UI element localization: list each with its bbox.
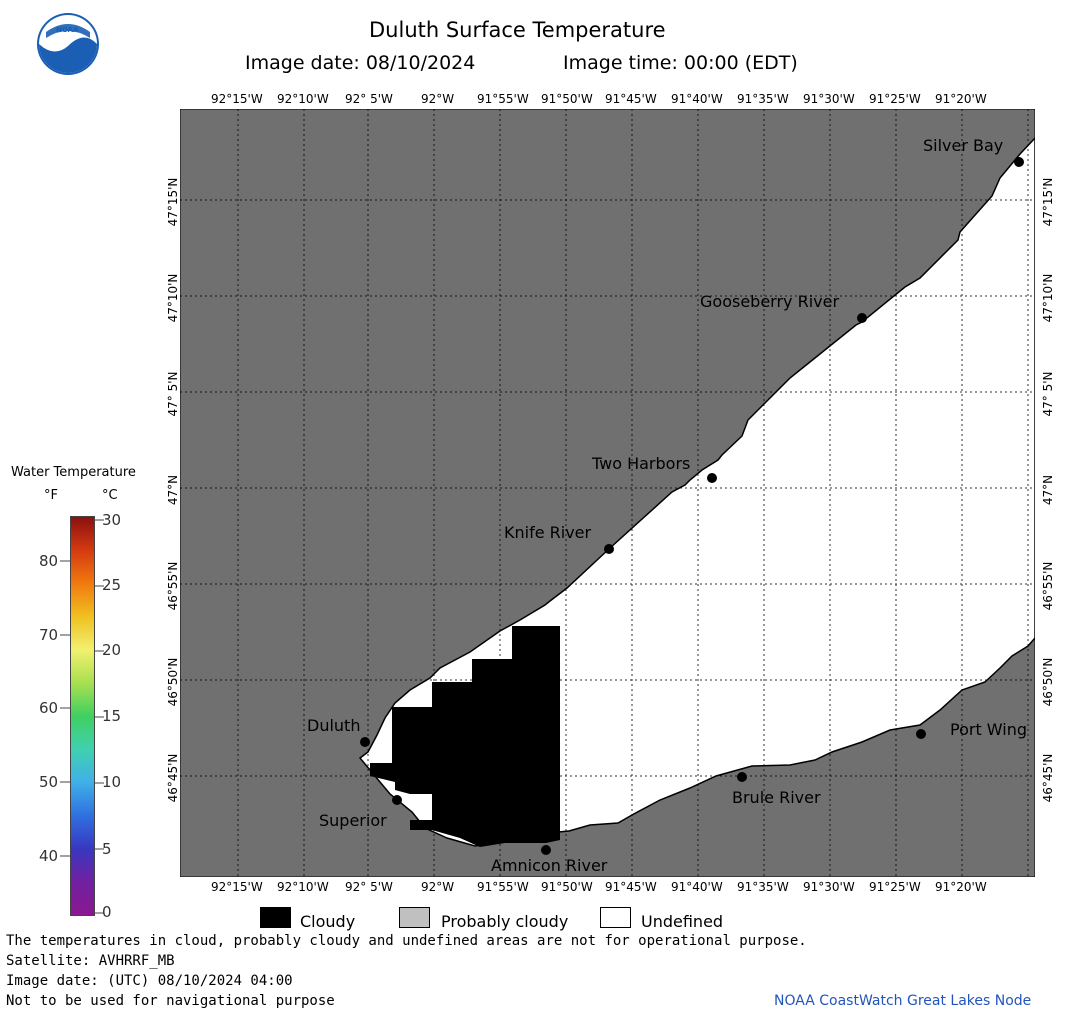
place-label-brule-river: Brule River: [732, 788, 821, 807]
lat-label: 46°55'N: [1041, 561, 1055, 611]
colorbar-c-tick: 20: [102, 641, 122, 659]
lat-label: 47°15'N: [166, 177, 180, 227]
lat-label: 46°45'N: [166, 753, 180, 803]
lon-label: 92°15'W: [211, 880, 263, 894]
lon-label: 92°15'W: [211, 92, 263, 106]
lat-label: 47°N: [1041, 474, 1055, 506]
colorbar-f-tick: 60: [39, 699, 59, 717]
place-label-amnicon-river: Amnicon River: [491, 856, 608, 875]
footer-disclaimer: The temperatures in cloud, probably clou…: [6, 933, 807, 949]
image-date: Image date: 08/10/2024: [245, 52, 476, 74]
noaa-logo-text: NOAA: [56, 26, 79, 34]
legend-label-cloudy: Cloudy: [300, 912, 356, 931]
lon-label: 91°40'W: [671, 880, 723, 894]
colorbar-f-tick: 40: [39, 847, 59, 865]
lon-label: 91°40'W: [671, 92, 723, 106]
map-title: Duluth Surface Temperature: [369, 18, 666, 42]
lat-label: 47° 5'N: [1041, 371, 1055, 417]
colorbar-unit-c: °C: [102, 488, 118, 503]
colorbar-ticks: [60, 519, 104, 914]
legend-label-probably-cloudy: Probably cloudy: [441, 912, 569, 931]
place-label-knife-river: Knife River: [504, 523, 592, 542]
noaa-logo: NOAA: [36, 12, 100, 76]
colorbar-c-tick: 30: [102, 511, 122, 529]
lon-label: 91°50'W: [541, 880, 593, 894]
lat-label: 47°15'N: [1041, 177, 1055, 227]
map-panel: [180, 109, 1035, 877]
lat-label: 46°45'N: [1041, 753, 1055, 803]
place-label-superior: Superior: [319, 811, 387, 830]
colorbar-c-tick: 10: [102, 773, 122, 791]
place-label-two-harbors: Two Harbors: [592, 454, 691, 473]
image-time: Image time: 00:00 (EDT): [563, 52, 798, 74]
marker-silver-bay: [1014, 157, 1024, 167]
lat-label: 46°55'N: [166, 561, 180, 611]
lon-label: 91°45'W: [605, 92, 657, 106]
colorbar-f-tick: 70: [39, 626, 59, 644]
place-markers: [360, 157, 1024, 855]
lon-label: 91°25'W: [869, 92, 921, 106]
lon-label: 92° 5'W: [345, 880, 393, 894]
colorbar-f-tick: 50: [39, 773, 59, 791]
lat-label: 47°10'N: [1041, 273, 1055, 323]
colorbar-c-tick: 25: [102, 576, 122, 594]
colorbar-gradient: [70, 516, 95, 916]
legend-swatch-probably-cloudy: [399, 907, 430, 928]
lon-label: 91°30'W: [803, 92, 855, 106]
colorbar-c-tick: 15: [102, 707, 122, 725]
colorbar-unit-f: °F: [44, 488, 58, 503]
colorbar-title: Water Temperature: [11, 465, 136, 480]
footer-satellite: Satellite: AVHRRF_MB: [6, 953, 175, 969]
marker-amnicon-river: [541, 845, 551, 855]
noaa-logo-icon: [37, 13, 99, 75]
lon-label: 91°25'W: [869, 880, 921, 894]
colorbar-c-tick: 0: [102, 903, 112, 921]
lon-label: 92°W: [421, 92, 455, 106]
legend-swatch-cloudy: [260, 907, 291, 928]
marker-brule-river: [737, 772, 747, 782]
lon-label: 91°55'W: [477, 880, 529, 894]
lon-label: 92° 5'W: [345, 92, 393, 106]
lat-label: 46°50'N: [166, 657, 180, 707]
lon-label: 91°30'W: [803, 880, 855, 894]
lon-label: 91°50'W: [541, 92, 593, 106]
lon-label: 92°W: [421, 880, 455, 894]
lon-label: 91°35'W: [737, 880, 789, 894]
lon-label: 91°45'W: [605, 880, 657, 894]
lat-label: 47°10'N: [166, 273, 180, 323]
lat-label: 47° 5'N: [166, 371, 180, 417]
place-label-duluth: Duluth: [307, 716, 361, 735]
lon-label: 91°20'W: [935, 880, 987, 894]
colorbar-f-tick: 80: [39, 552, 59, 570]
marker-two-harbors: [707, 473, 717, 483]
marker-port-wing: [916, 729, 926, 739]
lon-label: 91°55'W: [477, 92, 529, 106]
lon-label: 91°35'W: [737, 92, 789, 106]
footer-credit: NOAA CoastWatch Great Lakes Node: [774, 993, 1032, 1009]
marker-duluth: [360, 737, 370, 747]
footer-navigation-warning: Not to be used for navigational purpose: [6, 993, 335, 1009]
place-label-port-wing: Port Wing: [950, 720, 1028, 739]
lon-label: 92°10'W: [277, 92, 329, 106]
place-label-gooseberry-river: Gooseberry River: [700, 292, 840, 311]
map-grid: [180, 109, 1035, 877]
place-label-silver-bay: Silver Bay: [923, 136, 1004, 155]
footer-image-date-utc: Image date: (UTC) 08/10/2024 04:00: [6, 973, 293, 989]
marker-gooseberry-river: [857, 313, 867, 323]
lon-label: 92°10'W: [277, 880, 329, 894]
cloudy-region: [370, 626, 560, 847]
marker-superior: [392, 795, 402, 805]
colorbar-c-tick: 5: [102, 840, 112, 858]
legend-label-undefined: Undefined: [641, 912, 724, 931]
marker-knife-river: [604, 544, 614, 554]
legend-swatch-undefined: [600, 907, 631, 928]
lon-label: 91°20'W: [935, 92, 987, 106]
lat-label: 47°N: [166, 474, 180, 506]
lat-label: 46°50'N: [1041, 657, 1055, 707]
